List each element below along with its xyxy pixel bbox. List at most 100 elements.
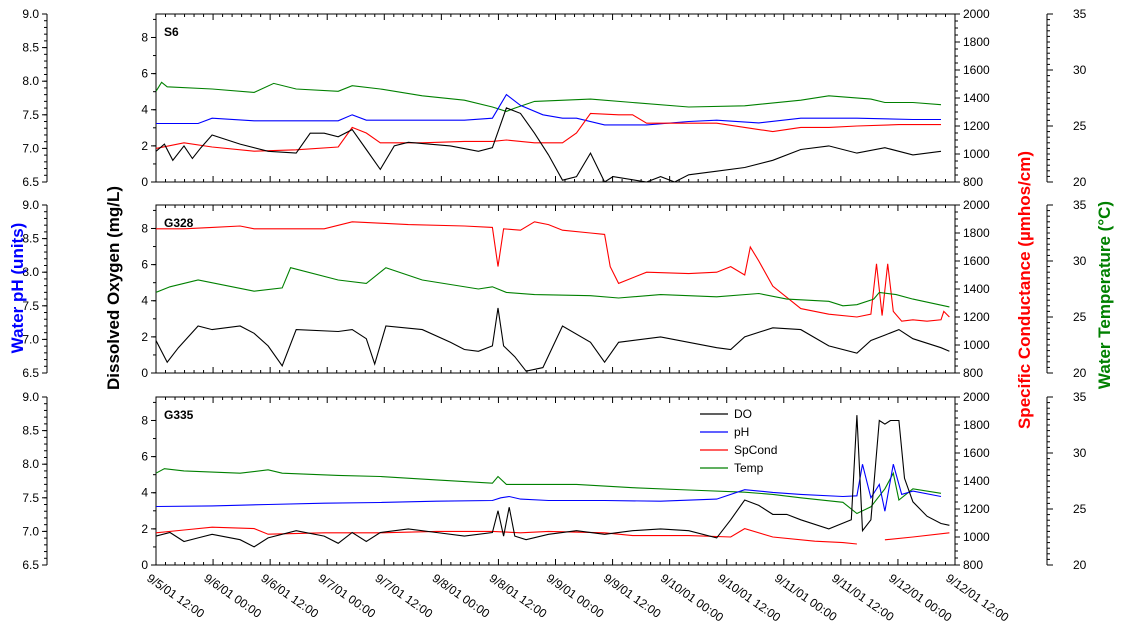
ph-tick-label: 7.0 bbox=[22, 332, 39, 346]
series-spcond bbox=[156, 112, 941, 152]
x-tick-label: 9/10/01 00:00 bbox=[658, 571, 726, 625]
x-tick-label: 9/7/01 12:00 bbox=[373, 571, 436, 621]
temp-tick-label: 20 bbox=[1073, 175, 1087, 189]
do-tick-label: 4 bbox=[141, 294, 148, 308]
panel-frame bbox=[155, 13, 956, 183]
panel-s6: S6 bbox=[155, 13, 956, 183]
series-do bbox=[156, 415, 950, 548]
x-tick-label: 9/7/01 00:00 bbox=[315, 571, 378, 621]
temp-tick-label: 35 bbox=[1073, 198, 1087, 212]
spcond-tick-label: 1000 bbox=[963, 338, 990, 352]
spcond-tick-label: 1200 bbox=[963, 119, 990, 133]
x-tick-label: 9/6/01 00:00 bbox=[201, 571, 264, 621]
ph-tick-label: 6.5 bbox=[22, 558, 39, 572]
legend: DO pH SpCond Temp bbox=[700, 407, 777, 475]
do-tick-label: 2 bbox=[141, 522, 148, 536]
ph-tick-label: 6.5 bbox=[22, 366, 39, 380]
series-ph bbox=[156, 464, 942, 512]
x-tick-label: 9/5/01 12:00 bbox=[144, 571, 207, 621]
do-tick-label: 4 bbox=[141, 486, 148, 500]
series-temp bbox=[156, 267, 950, 308]
do-tick-label: 4 bbox=[141, 103, 148, 117]
x-tick-label: 9/8/01 00:00 bbox=[430, 571, 493, 621]
x-tick-label: 9/9/01 12:00 bbox=[601, 571, 664, 621]
x-tick-label: 9/10/01 12:00 bbox=[715, 571, 783, 625]
temp-tick-label: 25 bbox=[1073, 119, 1087, 133]
x-tick-label: 9/6/01 12:00 bbox=[258, 571, 321, 621]
spcond-tick-label: 2000 bbox=[963, 390, 990, 404]
x-tick-label: 9/11/01 00:00 bbox=[772, 571, 840, 624]
x-axis-tick-labels: 9/5/01 12:009/6/01 00:009/6/01 12:009/7/… bbox=[144, 571, 1011, 625]
spcond-tick-label: 1600 bbox=[963, 446, 990, 460]
temp-tick-label: 30 bbox=[1073, 446, 1087, 460]
spcond-tick-label: 1200 bbox=[963, 310, 990, 324]
ph-tick-label: 8.5 bbox=[22, 41, 39, 55]
temp-tick-label: 25 bbox=[1073, 310, 1087, 324]
ph-tick-label: 8.5 bbox=[22, 424, 39, 438]
panel-label: G328 bbox=[164, 216, 194, 230]
legend-entry: SpCond bbox=[734, 443, 777, 457]
x-tick-label: 9/11/01 12:00 bbox=[829, 571, 897, 624]
ph-tick-label: 7.0 bbox=[22, 141, 39, 155]
do-tick-label: 6 bbox=[141, 258, 148, 272]
do-tick-label: 0 bbox=[141, 175, 148, 189]
left-axes-layer: 0 2 4 6 8 6.5 7.0 7.5 8.0 8.5 9.0 0 2 4 6 8 6.5 7.0 7.5 8.0… bbox=[22, 7, 156, 572]
temp-tick-label: 35 bbox=[1073, 7, 1087, 21]
spcond-tick-label: 2000 bbox=[963, 198, 990, 212]
ph-tick-label: 8.0 bbox=[22, 74, 39, 88]
ph-tick-label: 9.0 bbox=[22, 198, 39, 212]
spcond-tick-label: 1800 bbox=[963, 418, 990, 432]
series-spcond bbox=[156, 221, 950, 322]
x-tick-label: 9/12/01 00:00 bbox=[886, 571, 954, 625]
series-spcond-cont- bbox=[884, 532, 950, 541]
series-temp bbox=[156, 81, 942, 112]
do-tick-label: 2 bbox=[141, 330, 148, 344]
series-do bbox=[156, 307, 950, 372]
ph-tick-label: 7.5 bbox=[22, 491, 39, 505]
do-axis-title: Dissolved Oxygen (mg/L) bbox=[104, 186, 123, 390]
temp-tick-label: 35 bbox=[1073, 390, 1087, 404]
series-temp bbox=[156, 468, 942, 515]
do-tick-label: 8 bbox=[141, 30, 148, 44]
ph-tick-label: 7.0 bbox=[22, 524, 39, 538]
spcond-axis-title: Specific Conductance (µmhos/cm) bbox=[1015, 151, 1034, 429]
spcond-tick-label: 1400 bbox=[963, 91, 990, 105]
temp-tick-label: 20 bbox=[1073, 558, 1087, 572]
panel-g335: G335 bbox=[155, 396, 956, 566]
legend-entry: pH bbox=[734, 425, 749, 439]
ph-tick-label: 8.0 bbox=[22, 265, 39, 279]
panel-g328: G328 bbox=[155, 204, 956, 374]
panel-label: G335 bbox=[164, 408, 194, 422]
spcond-tick-label: 800 bbox=[963, 366, 983, 380]
panel-label: S6 bbox=[164, 25, 179, 39]
spcond-tick-label: 1800 bbox=[963, 35, 990, 49]
x-tick-label: 9/9/01 00:00 bbox=[544, 571, 607, 621]
ph-tick-label: 6.5 bbox=[22, 175, 39, 189]
panel-frame bbox=[155, 396, 956, 566]
ph-tick-label: 9.0 bbox=[22, 390, 39, 404]
do-tick-label: 8 bbox=[141, 221, 148, 235]
temp-axis-title: Water Temperature (°C) bbox=[1095, 201, 1114, 389]
do-tick-label: 8 bbox=[141, 413, 148, 427]
spcond-tick-label: 1600 bbox=[963, 254, 990, 268]
do-tick-label: 2 bbox=[141, 139, 148, 153]
spcond-tick-label: 1800 bbox=[963, 226, 990, 240]
spcond-tick-label: 800 bbox=[963, 175, 983, 189]
series-spcond bbox=[156, 526, 857, 545]
ph-tick-label: 7.5 bbox=[22, 108, 39, 122]
temp-tick-label: 25 bbox=[1073, 502, 1087, 516]
temp-tick-label: 30 bbox=[1073, 254, 1087, 268]
do-tick-label: 6 bbox=[141, 67, 148, 81]
do-tick-label: 0 bbox=[141, 558, 148, 572]
spcond-tick-label: 1600 bbox=[963, 63, 990, 77]
do-tick-label: 6 bbox=[141, 450, 148, 464]
right-axes-layer: 800 1000 1200 1400 1600 1800 2000 20 25 30 35 800 10… bbox=[955, 7, 1087, 572]
panels-layer: S6 G328 G335 bbox=[155, 13, 956, 566]
spcond-tick-label: 1000 bbox=[963, 530, 990, 544]
legend-entry: DO bbox=[734, 407, 752, 421]
ph-axis-title: Water pH (units) bbox=[8, 223, 27, 354]
ph-tick-label: 8.5 bbox=[22, 232, 39, 246]
x-tick-label: 9/12/01 12:00 bbox=[943, 571, 1011, 625]
temp-tick-label: 30 bbox=[1073, 63, 1087, 77]
spcond-tick-label: 1000 bbox=[963, 147, 990, 161]
